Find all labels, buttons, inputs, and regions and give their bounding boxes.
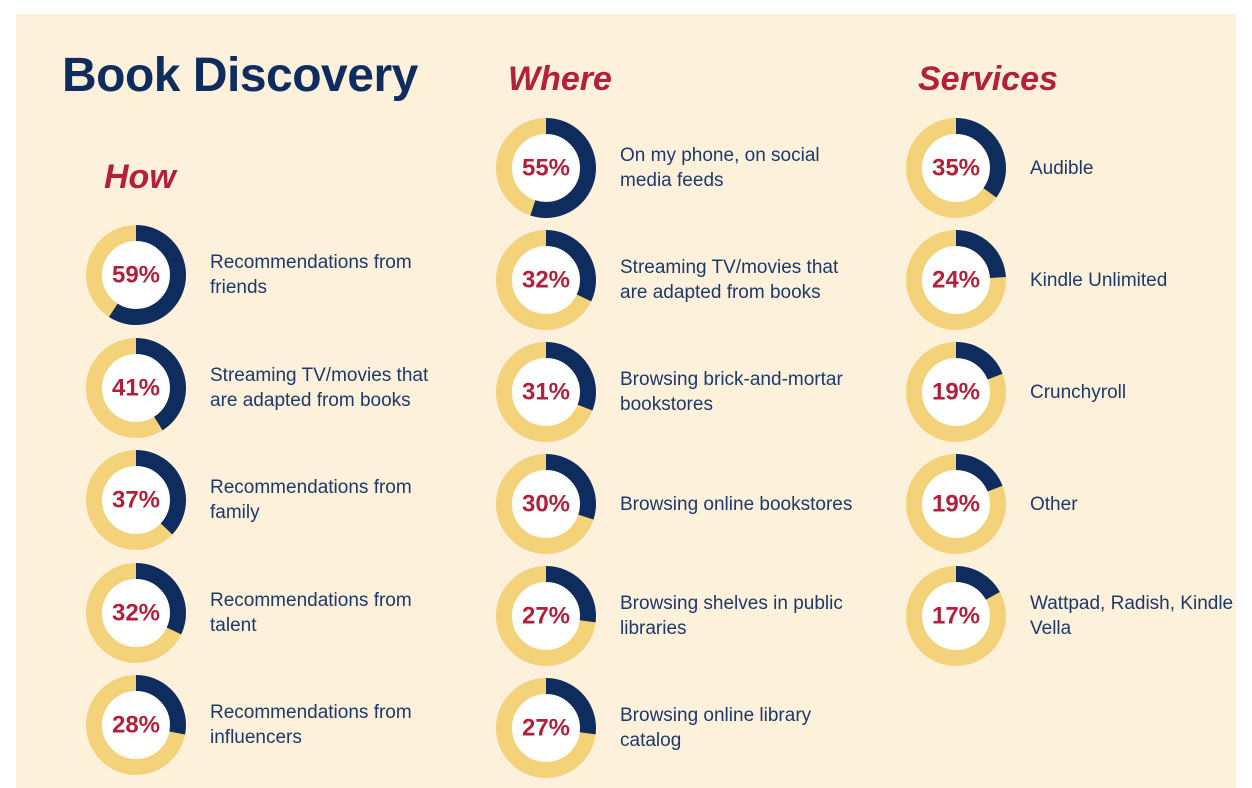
item-label: Streaming TV/movies that are adapted fro… (210, 364, 429, 411)
stat-item: 41% Streaming TV/movies that are adapted … (86, 337, 450, 438)
donut-chart: 41% (86, 337, 186, 438)
item-label: On my phone, on social media feeds (620, 145, 820, 191)
percent-label: 32% (112, 599, 160, 626)
stat-item: 27% Browsing shelves in public libraries (496, 566, 860, 666)
donut-value-arc (496, 678, 596, 778)
donut-chart: 32% (86, 562, 186, 663)
percent-label: 32% (522, 266, 570, 293)
donut-chart: 59% (86, 225, 186, 325)
percent-label: 19% (932, 378, 980, 405)
donut-value-arc (496, 118, 596, 218)
donut-value-arc (496, 230, 596, 330)
percent-label: 28% (112, 711, 160, 738)
percent-label: 27% (522, 602, 570, 629)
item-label: Recommendations from friends (210, 252, 412, 298)
donut-chart: 19% (906, 454, 1006, 554)
donut-value-arc (86, 450, 186, 550)
item-label: Browsing online bookstores (620, 493, 853, 515)
donut-value-arc (86, 562, 186, 663)
donut-chart: 24% (906, 230, 1006, 330)
item-label: Recommendations from talent (210, 589, 412, 636)
stat-item: 31% Browsing brick-and-mortar bookstores (496, 342, 860, 442)
donut-chart: 19% (906, 342, 1006, 442)
donut-chart: 27% (496, 678, 596, 778)
stat-item: 55% On my phone, on social media feeds (496, 118, 860, 218)
infographic-panel (16, 14, 1236, 788)
donut-chart: 37% (86, 450, 186, 550)
stat-item: 32% Streaming TV/movies that are adapted … (496, 230, 860, 330)
stat-item: 32% Recommendations from talent (86, 562, 450, 663)
stat-item: 59% Recommendations from friends (86, 225, 450, 325)
item-label: Wattpad, Radish, Kindle Vella (1030, 593, 1234, 639)
section-title-services: Services (918, 60, 1058, 98)
donut-value-arc (496, 342, 596, 442)
donut-value-arc (496, 566, 596, 666)
item-label: Other (1030, 493, 1078, 515)
item-label: Browsing shelves in public libraries (620, 593, 843, 639)
donut-chart: 31% (496, 342, 596, 442)
donut-value-arc (86, 337, 186, 438)
section-title-how: How (104, 158, 176, 196)
donut-value-arc (86, 675, 186, 775)
page-title: Book Discovery (62, 49, 418, 102)
percent-label: 27% (522, 714, 570, 741)
donut-chart: 17% (906, 566, 1006, 666)
percent-label: 17% (932, 602, 980, 629)
stat-item: 30% Browsing online bookstores (496, 454, 860, 554)
percent-label: 24% (932, 266, 980, 293)
donut-chart: 30% (496, 454, 596, 554)
item-label: Audible (1030, 157, 1094, 179)
stat-item: 35% Audible (906, 118, 1252, 218)
donut-value-arc (906, 566, 1006, 666)
stat-item: 17% Wattpad, Radish, Kindle Vella (906, 566, 1252, 666)
donut-chart: 28% (86, 675, 186, 775)
donut-chart: 32% (496, 230, 596, 330)
stat-item: 19% Crunchyroll (906, 342, 1252, 442)
percent-label: 41% (112, 374, 160, 401)
item-label: Recommendations from family (210, 477, 412, 523)
stat-item: 19% Other (906, 454, 1252, 554)
donut-chart: 35% (906, 118, 1006, 218)
donut-value-arc (906, 118, 1006, 218)
stat-item: 24% Kindle Unlimited (906, 230, 1252, 330)
donut-chart: 55% (496, 118, 596, 218)
stat-item: 28% Recommendations from influencers (86, 675, 450, 775)
stat-item: 37% Recommendations from family (86, 450, 450, 550)
percent-label: 35% (932, 154, 980, 181)
percent-label: 55% (522, 154, 570, 181)
item-label: Browsing brick-and-mortar bookstores (620, 369, 843, 415)
donut-chart: 27% (496, 566, 596, 666)
percent-label: 19% (932, 490, 980, 517)
item-label: Kindle Unlimited (1030, 269, 1168, 291)
percent-label: 31% (522, 378, 570, 405)
donut-value-arc (86, 225, 186, 325)
item-label: Crunchyroll (1030, 381, 1127, 403)
stat-item: 27% Browsing online library catalog (496, 678, 860, 778)
donut-value-arc (496, 454, 596, 554)
percent-label: 59% (112, 261, 160, 288)
item-label: Browsing online library catalog (620, 705, 812, 751)
donut-value-arc (906, 454, 1006, 554)
percent-label: 37% (112, 486, 160, 513)
percent-label: 30% (522, 490, 570, 517)
donut-value-arc (906, 230, 1006, 330)
item-label: Streaming TV/movies that are adapted fro… (620, 257, 839, 303)
section-title-where: Where (508, 60, 612, 98)
donut-value-arc (906, 342, 1006, 442)
item-label: Recommendations from influencers (210, 702, 412, 748)
